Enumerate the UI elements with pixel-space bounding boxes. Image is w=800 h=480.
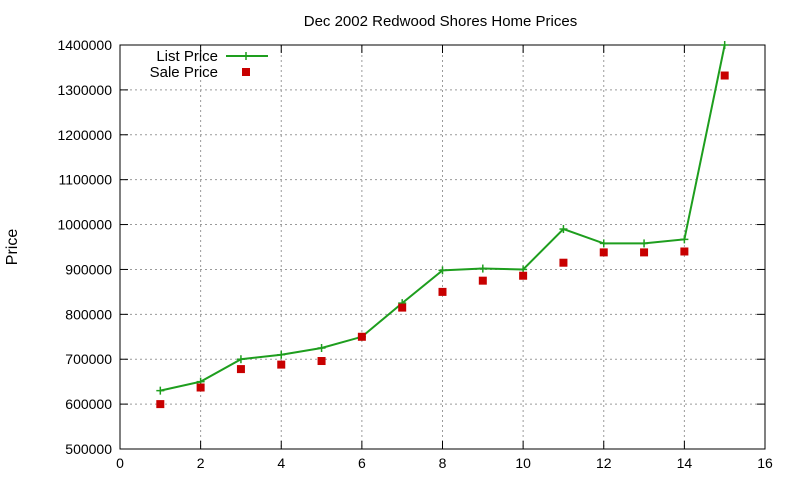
y-tick-label: 700000 [65, 351, 112, 367]
x-tick-label: 14 [677, 455, 693, 471]
x-axis-tick-labels: 0 2 4 6 8 10 12 14 16 [116, 455, 773, 471]
y-tick-label: 800000 [65, 306, 112, 322]
y-tick-label: 500000 [65, 441, 112, 457]
legend-label-sale-price: Sale Price [150, 64, 218, 81]
list-price-point [720, 41, 729, 49]
sale-price-point [357, 332, 366, 341]
list-price-point [478, 264, 487, 273]
sale-price-point [398, 303, 407, 312]
sale-price-point [438, 287, 447, 296]
list-price-point [559, 225, 568, 234]
y-tick-label: 1100000 [59, 172, 113, 188]
list-price-point [438, 266, 447, 275]
sale-price-point [720, 71, 729, 80]
x-tick-label: 12 [596, 455, 612, 471]
axis-ticks [119, 44, 766, 450]
y-tick-label: 1400000 [57, 37, 112, 53]
y-tick-label: 1300000 [57, 82, 112, 98]
y-axis-tick-labels: 500000 600000 700000 800000 900000 1000000 110… [57, 37, 112, 457]
list-price-point [277, 350, 286, 359]
sale-price-point [156, 400, 165, 409]
y-tick-label: 600000 [65, 396, 112, 412]
x-tick-label: 4 [277, 455, 285, 471]
x-tick-label: 16 [757, 455, 773, 471]
sale-price-point [277, 360, 286, 369]
sale-price-point [196, 383, 205, 392]
legend-swatches [226, 52, 268, 76]
sale-price-point [599, 248, 608, 257]
list-price-point [640, 239, 649, 248]
y-axis-label: Price [4, 229, 21, 266]
chart-title: Dec 2002 Redwood Shores Home Prices [304, 13, 577, 30]
sale-price-point [559, 258, 568, 267]
x-tick-label: 8 [439, 455, 447, 471]
sale-price-point [519, 271, 528, 280]
x-tick-label: 10 [515, 455, 531, 471]
sale-price-point [680, 247, 689, 256]
legend: List Price Sale Price [150, 48, 268, 81]
legend-swatch-list-price-marker [242, 52, 250, 60]
x-tick-label: 2 [197, 455, 205, 471]
x-tick-label: 0 [116, 455, 124, 471]
legend-label-list-price: List Price [156, 48, 218, 65]
list-price-point [156, 386, 165, 395]
x-tick-label: 6 [358, 455, 366, 471]
list-price-point [317, 344, 326, 352]
sale-price-point [640, 248, 649, 257]
y-tick-label: 900000 [65, 261, 112, 277]
list-price-point [236, 355, 245, 364]
sale-price-point [317, 357, 326, 366]
legend-swatch-sale-price [242, 68, 250, 76]
series [156, 41, 729, 409]
y-tick-label: 1200000 [57, 127, 112, 143]
list-price-point [599, 239, 608, 248]
sale-price-point [236, 365, 245, 374]
y-tick-label: 1000000 [57, 217, 112, 233]
list-price-point [680, 235, 689, 244]
sale-price-point [478, 276, 487, 285]
grid [120, 45, 765, 449]
